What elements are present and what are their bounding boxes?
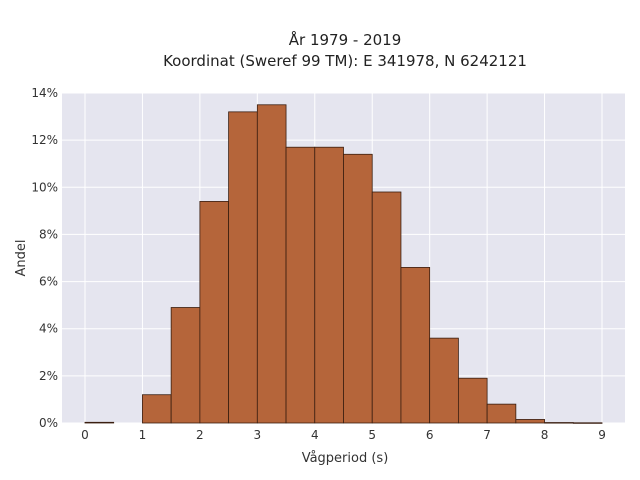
x-tick-label: 3: [254, 428, 262, 442]
histogram-bar: [457, 377, 488, 424]
histogram-bar: [544, 422, 574, 424]
x-axis-label: Vågperiod (s): [302, 451, 389, 466]
histogram-bar: [572, 422, 603, 424]
x-tick-label: 7: [483, 428, 491, 442]
bars: [84, 104, 603, 424]
y-tick-label: 8%: [39, 227, 58, 241]
x-tick-label: 5: [368, 428, 376, 442]
y-tick-labels: 0% 2% 4% 6% 8% 10% 12% 14%: [31, 86, 58, 430]
histogram-bar: [400, 267, 431, 424]
x-tick-label: 4: [311, 428, 319, 442]
histogram-bar: [170, 307, 201, 424]
histogram-bar: [84, 421, 115, 424]
y-tick-label: 10%: [31, 180, 58, 194]
y-tick-label: 14%: [31, 86, 58, 100]
y-tick-label: 12%: [31, 133, 58, 147]
histogram-bar: [429, 337, 459, 424]
histogram-bar: [228, 111, 258, 424]
y-tick-label: 0%: [39, 416, 58, 430]
x-tick-labels: 0 1 2 3 4 5 6 7 8 9: [81, 428, 606, 442]
x-tick-label: 2: [196, 428, 204, 442]
histogram-bar: [343, 153, 373, 424]
histogram-bar: [199, 201, 230, 424]
y-axis-label: Andel: [14, 240, 29, 277]
histogram-bar: [371, 191, 402, 424]
histogram-bar: [142, 394, 172, 424]
chart-title-line-2: Koordinat (Sweref 99 TM): E 341978, N 62…: [163, 52, 527, 70]
histogram-bar: [314, 146, 344, 424]
histogram-bar: [515, 419, 545, 424]
x-tick-label: 0: [81, 428, 89, 442]
histogram-bar: [285, 146, 316, 424]
chart-title-line-1: År 1979 - 2019: [289, 30, 402, 49]
y-tick-label: 4%: [39, 322, 58, 336]
x-tick-label: 6: [426, 428, 434, 442]
x-tick-label: 9: [598, 428, 606, 442]
y-tick-label: 2%: [39, 369, 58, 383]
histogram-bar: [486, 403, 517, 424]
x-tick-label: 8: [541, 428, 549, 442]
histogram-bar: [256, 104, 287, 424]
y-tick-label: 6%: [39, 275, 58, 289]
x-tick-label: 1: [139, 428, 147, 442]
